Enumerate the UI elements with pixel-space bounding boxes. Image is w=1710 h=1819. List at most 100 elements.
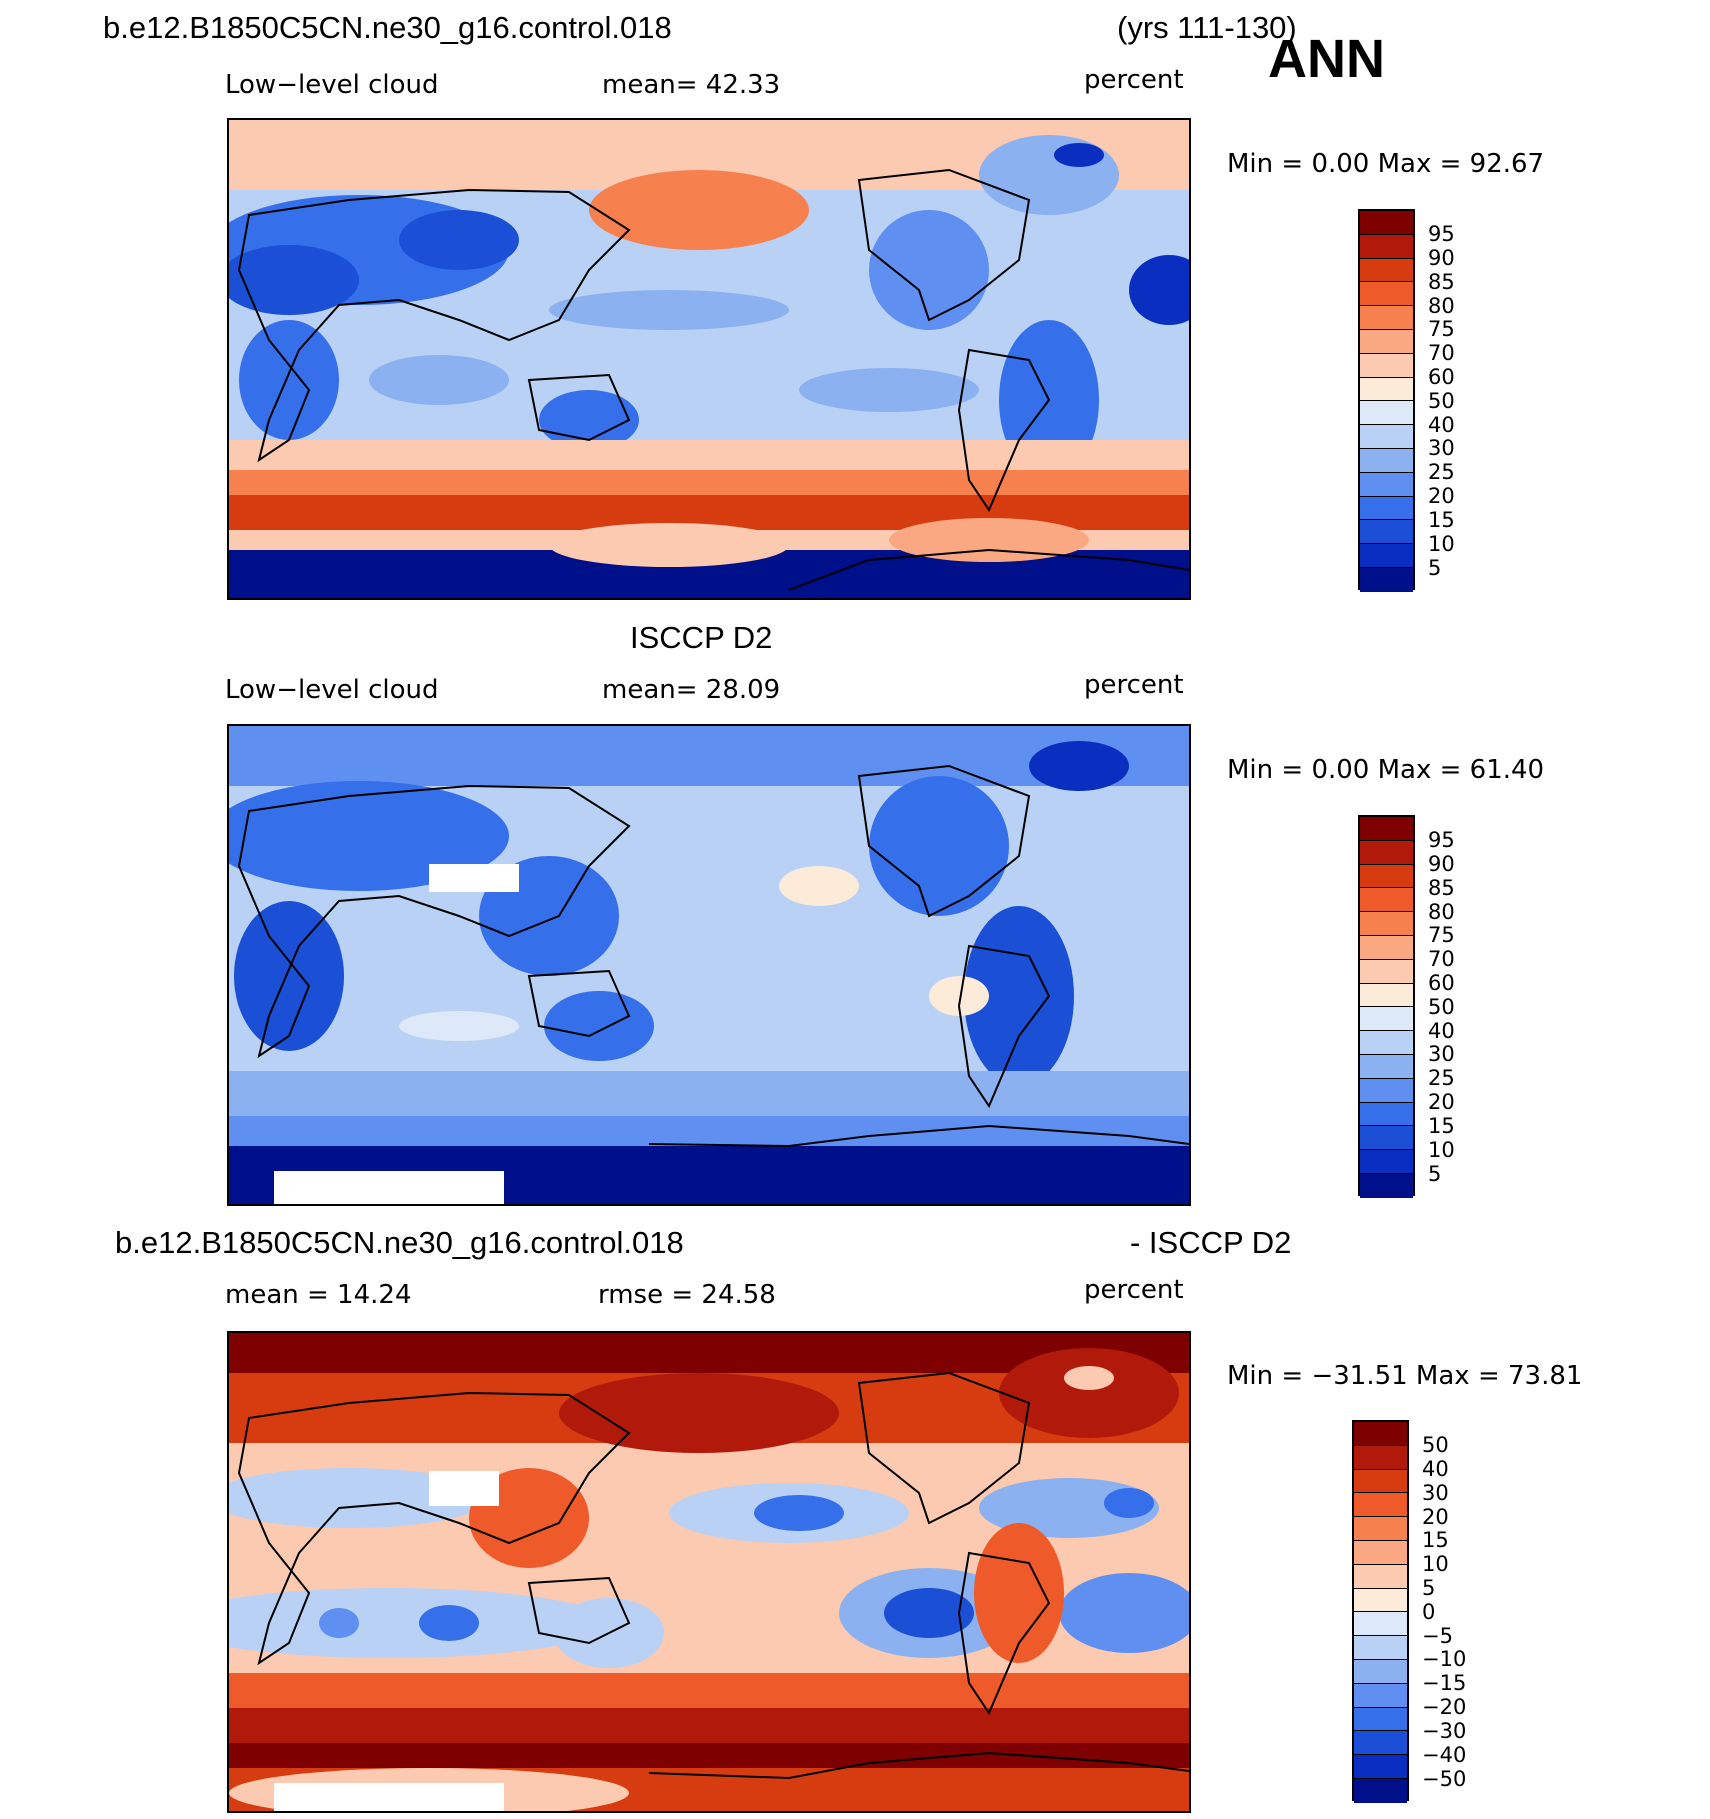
- panel2-minmax: Min = 0.00 Max = 61.40: [1227, 755, 1545, 785]
- colorbar-swatch: [1360, 425, 1413, 449]
- panel1-map-field: [229, 120, 1189, 598]
- colorbar-tick-label: 10: [1428, 532, 1455, 556]
- colorbar-tick-label: −30: [1422, 1719, 1467, 1743]
- colorbar-swatch: [1360, 935, 1413, 960]
- colorbar-swatch: [1354, 1422, 1407, 1446]
- colorbar-tick-label: 90: [1428, 246, 1455, 270]
- colorbar-swatch: [1360, 496, 1413, 521]
- panel3-rmse: rmse = 24.58: [598, 1280, 776, 1310]
- panel1-variable: Low−level cloud: [225, 70, 439, 100]
- panel3-units: percent: [1084, 1275, 1184, 1305]
- colorbar-tick-label: 0: [1422, 1600, 1436, 1624]
- colorbar-swatch: [1354, 1755, 1407, 1779]
- colorbar-swatch: [1360, 1173, 1413, 1198]
- colorbar-swatch: [1360, 1126, 1413, 1151]
- colorbar-tick-label: 25: [1428, 1066, 1455, 1090]
- colorbar-swatch: [1360, 864, 1413, 889]
- panel1-colorbar: [1358, 209, 1415, 592]
- colorbar-swatch: [1354, 1612, 1407, 1637]
- panel2-units: percent: [1084, 670, 1184, 700]
- colorbar-swatch: [1360, 401, 1413, 426]
- colorbar-swatch: [1360, 983, 1413, 1008]
- colorbar-swatch: [1360, 912, 1413, 936]
- colorbar-tick-label: 50: [1428, 995, 1455, 1019]
- colorbar-tick-label: 40: [1428, 413, 1455, 437]
- colorbar-swatch: [1354, 1636, 1407, 1660]
- colorbar-tick-label: −20: [1422, 1695, 1467, 1719]
- colorbar-tick-label: 70: [1428, 947, 1455, 971]
- colorbar-swatch: [1360, 959, 1413, 984]
- colorbar-tick-label: 75: [1428, 317, 1455, 341]
- colorbar-tick-label: 50: [1428, 389, 1455, 413]
- colorbar-tick-label: 50: [1422, 1433, 1449, 1457]
- colorbar-tick-label: 5: [1428, 556, 1442, 580]
- colorbar-swatch: [1354, 1445, 1407, 1470]
- colorbar-tick-label: 5: [1422, 1576, 1436, 1600]
- colorbar-swatch: [1360, 234, 1413, 259]
- colorbar-swatch: [1360, 544, 1413, 568]
- colorbar-swatch: [1360, 1007, 1413, 1032]
- panel3-colorbar: [1352, 1420, 1409, 1803]
- colorbar-tick-label: −40: [1422, 1743, 1467, 1767]
- colorbar-tick-label: 5: [1428, 1162, 1442, 1186]
- colorbar-swatch: [1360, 1102, 1413, 1127]
- colorbar-swatch: [1360, 211, 1413, 235]
- panel2-map-field: [229, 726, 1189, 1204]
- colorbar-tick-label: 70: [1428, 341, 1455, 365]
- colorbar-swatch: [1360, 520, 1413, 545]
- colorbar-swatch: [1360, 282, 1413, 307]
- colorbar-tick-label: 85: [1428, 270, 1455, 294]
- panel2-colorbar: [1358, 815, 1415, 1198]
- season-label: ANN: [1268, 29, 1385, 89]
- colorbar-tick-label: 85: [1428, 876, 1455, 900]
- colorbar-swatch: [1360, 1031, 1413, 1055]
- colorbar-swatch: [1360, 353, 1413, 378]
- colorbar-tick-label: 60: [1428, 365, 1455, 389]
- colorbar-swatch: [1354, 1659, 1407, 1684]
- colorbar-swatch: [1354, 1683, 1407, 1708]
- colorbar-tick-label: 75: [1428, 923, 1455, 947]
- colorbar-swatch: [1354, 1707, 1407, 1732]
- colorbar-swatch: [1360, 888, 1413, 913]
- panel3-minmax: Min = −31.51 Max = 73.81: [1227, 1361, 1583, 1391]
- colorbar-swatch: [1360, 1078, 1413, 1103]
- colorbar-tick-label: 30: [1428, 1042, 1455, 1066]
- colorbar-tick-label: 15: [1428, 1114, 1455, 1138]
- panel1-units: percent: [1084, 65, 1184, 95]
- colorbar-swatch: [1354, 1731, 1407, 1756]
- panel2-title: ISCCP D2: [630, 620, 773, 655]
- panel1-map: [227, 118, 1191, 600]
- colorbar-tick-label: 40: [1428, 1019, 1455, 1043]
- colorbar-tick-label: 25: [1428, 460, 1455, 484]
- panel2-mean: mean= 28.09: [602, 675, 781, 705]
- colorbar-swatch: [1354, 1540, 1407, 1565]
- panel3-map: [227, 1331, 1191, 1813]
- colorbar-swatch: [1354, 1493, 1407, 1518]
- colorbar-tick-label: 20: [1422, 1505, 1449, 1529]
- colorbar-tick-label: 15: [1422, 1528, 1449, 1552]
- colorbar-swatch: [1354, 1517, 1407, 1541]
- panel3-title-left: b.e12.B1850C5CN.ne30_g16.control.018: [115, 1225, 684, 1260]
- years-label: (yrs 111-130): [1117, 10, 1297, 45]
- colorbar-swatch: [1360, 258, 1413, 283]
- colorbar-tick-label: −5: [1422, 1624, 1453, 1648]
- colorbar-swatch: [1360, 306, 1413, 330]
- colorbar-swatch: [1360, 329, 1413, 354]
- colorbar-swatch: [1360, 472, 1413, 497]
- colorbar-tick-label: 30: [1422, 1481, 1449, 1505]
- colorbar-swatch: [1360, 817, 1413, 841]
- colorbar-tick-label: 80: [1428, 294, 1455, 318]
- colorbar-tick-label: 80: [1428, 900, 1455, 924]
- panel1-mean: mean= 42.33: [602, 70, 781, 100]
- colorbar-tick-label: 60: [1428, 971, 1455, 995]
- colorbar-tick-label: 90: [1428, 852, 1455, 876]
- colorbar-tick-label: 40: [1422, 1457, 1449, 1481]
- panel2-map: [227, 724, 1191, 1206]
- colorbar-tick-label: −10: [1422, 1647, 1467, 1671]
- colorbar-swatch: [1360, 448, 1413, 473]
- colorbar-swatch: [1354, 1564, 1407, 1589]
- colorbar-swatch: [1354, 1469, 1407, 1494]
- colorbar-tick-label: −15: [1422, 1671, 1467, 1695]
- colorbar-tick-label: 10: [1422, 1552, 1449, 1576]
- panel3-mean: mean = 14.24: [225, 1280, 412, 1310]
